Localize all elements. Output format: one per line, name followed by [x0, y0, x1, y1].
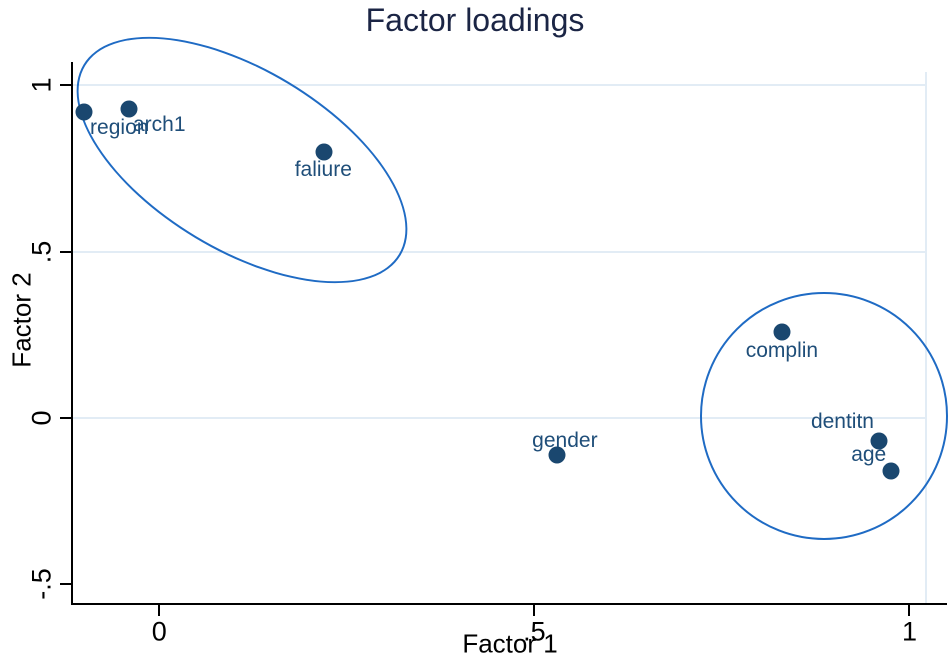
x-axis-tick	[533, 605, 536, 616]
point-label-gender: gender	[532, 428, 598, 452]
circle-annotation	[699, 292, 948, 541]
x-axis-tick	[158, 605, 161, 616]
point-label-region: region	[90, 115, 149, 139]
ellipse-annotation	[36, 0, 448, 334]
x-tick-label: 0	[151, 616, 167, 647]
point-label-complin: complin	[745, 338, 819, 362]
point-label-faliure: faliure	[294, 157, 352, 181]
x-axis-title: Factor 1	[462, 628, 558, 659]
x-axis-tick	[908, 605, 911, 616]
y-axis-tick	[60, 84, 71, 87]
plot-right-border	[925, 72, 927, 603]
point-label-arch1: arch1	[133, 112, 186, 136]
y-axis-tick	[60, 250, 71, 253]
point-label-age: age	[851, 443, 887, 467]
data-point-dentitn	[870, 432, 888, 450]
y-tick-label: .5	[26, 240, 57, 263]
x-tick-label: .5	[523, 616, 546, 647]
data-point-arch1	[120, 100, 138, 118]
chart-title: Factor loadings	[365, 2, 585, 38]
y-axis-title: Factor 2	[6, 272, 37, 368]
data-point-complin	[773, 323, 791, 340]
horizontal-gridline	[73, 417, 926, 419]
data-point-gender	[548, 446, 566, 464]
point-label-dentitn: dentitn	[810, 410, 874, 434]
y-tick-label: -.5	[26, 568, 57, 601]
data-point-faliure	[315, 143, 333, 161]
data-point-region	[75, 103, 93, 121]
y-axis-line	[71, 62, 73, 605]
x-tick-label: 1	[901, 616, 917, 647]
x-axis-line	[71, 603, 947, 605]
data-point-age	[882, 462, 900, 480]
y-axis-tick	[60, 583, 71, 586]
y-tick-label: 1	[26, 77, 57, 93]
horizontal-gridline	[73, 84, 926, 87]
y-axis-tick	[60, 417, 71, 419]
y-tick-label: 0	[26, 410, 57, 426]
horizontal-gridline	[73, 250, 926, 253]
